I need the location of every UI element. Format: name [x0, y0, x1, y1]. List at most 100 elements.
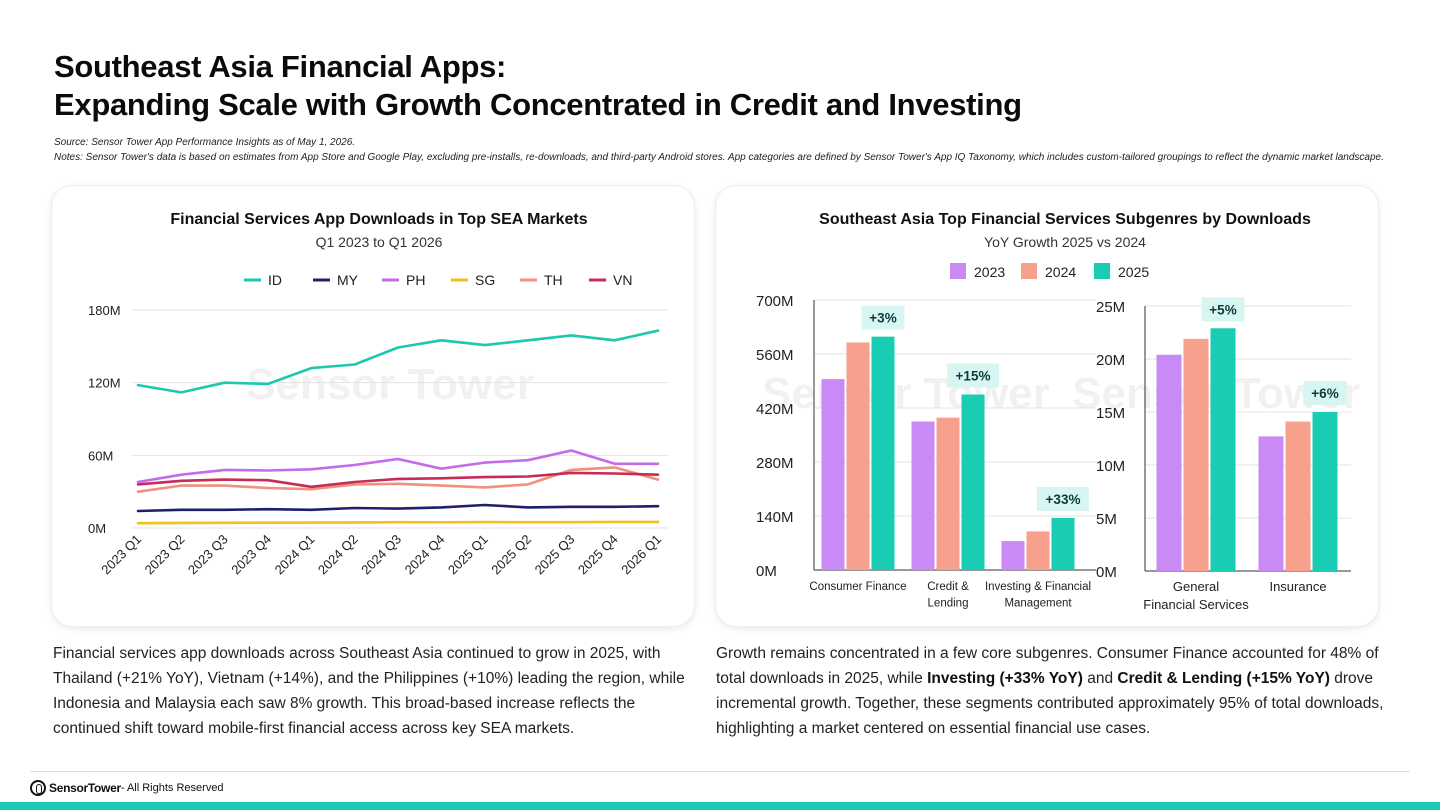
- series-line-id: [136, 329, 660, 394]
- bar-chart-panel: Southeast Asia Top Financial Services Su…: [716, 186, 1378, 626]
- x-tick-label: 2023 Q1: [98, 532, 144, 578]
- y-tick-label: 15M: [1096, 405, 1125, 422]
- y-tick-label: 20M: [1096, 352, 1125, 369]
- right-text-part3: drove incremental growth. Together, thes…: [716, 670, 1384, 737]
- page-title-line1: Southeast Asia Financial Apps:: [54, 49, 507, 84]
- legend-swatch-2024: [1021, 263, 1037, 279]
- legend-label-ph: PH: [406, 272, 425, 288]
- bar-2025: [871, 336, 895, 570]
- page-title-line2: Expanding Scale with Growth Concentrated…: [54, 87, 1022, 122]
- right-text-part2: and: [1082, 670, 1118, 687]
- growth-label: +33%: [1046, 492, 1081, 507]
- x-tick-label: 2024 Q3: [358, 532, 404, 578]
- legend-label-sg: SG: [475, 272, 495, 288]
- line-chart-subtitle: Q1 2023 to Q1 2026: [316, 234, 443, 250]
- category-label: Credit &: [927, 581, 969, 593]
- bar-2024: [1183, 338, 1209, 571]
- series-line-th: [136, 466, 660, 494]
- source-notes: Source: Sensor Tower App Performance Ins…: [54, 135, 1394, 165]
- x-tick-label: 2025 Q4: [575, 532, 621, 578]
- right-text-bold2: Credit & Lending (+15% YoY): [1117, 670, 1330, 687]
- x-tick-label: 2026 Q1: [618, 532, 664, 578]
- category-label: Financial Services: [1143, 597, 1249, 612]
- category-label: Investing & Financial: [985, 581, 1091, 593]
- y-tick-label: 120M: [88, 376, 121, 391]
- line-chart: Financial Services App Downloads in Top …: [88, 211, 668, 578]
- bar-chart-subtitle: YoY Growth 2025 vs 2024: [984, 234, 1146, 250]
- x-tick-label: 2024 Q1: [272, 532, 318, 578]
- bar-2024: [936, 417, 960, 570]
- growth-label: +15%: [956, 369, 991, 384]
- line-chart-panel: Financial Services App Downloads in Top …: [52, 186, 694, 626]
- x-tick-label: 2023 Q3: [185, 532, 231, 578]
- y-tick-label: 10M: [1096, 458, 1125, 475]
- y-tick-label: 140M: [756, 509, 794, 526]
- legend-label-2023: 2023: [974, 264, 1005, 280]
- series-line-sg: [136, 520, 660, 525]
- series-line-vn: [136, 471, 660, 489]
- bar-2023: [1258, 436, 1284, 571]
- bar-chart-title: Southeast Asia Top Financial Services Su…: [819, 211, 1311, 228]
- y-tick-label: 560M: [756, 347, 794, 364]
- x-tick-label: 2025 Q1: [445, 532, 491, 578]
- x-tick-label: 2025 Q3: [532, 532, 578, 578]
- category-label: Lending: [928, 598, 969, 610]
- growth-label: +6%: [1311, 386, 1338, 401]
- category-label: Insurance: [1269, 579, 1326, 594]
- y-tick-label: 5M: [1096, 511, 1117, 528]
- y-tick-label: 0M: [88, 521, 106, 536]
- legend-label-2024: 2024: [1045, 264, 1076, 280]
- legend-label-th: TH: [544, 272, 563, 288]
- growth-badge: [1037, 486, 1089, 511]
- bar-chart: Southeast Asia Top Financial Services Su…: [756, 211, 1360, 612]
- footer-logo: SensorTower - All Rights Reserved: [30, 778, 224, 798]
- legend-swatch-2025: [1094, 263, 1110, 279]
- bottom-accent-bar: [0, 802, 1440, 810]
- notes-text: Notes: Sensor Tower's data is based on e…: [54, 152, 1384, 163]
- right-summary-text: Growth remains concentrated in a few cor…: [716, 641, 1396, 741]
- page-title: Southeast Asia Financial Apps: Expanding…: [54, 48, 1022, 124]
- y-tick-label: 25M: [1096, 299, 1125, 316]
- legend-label-2025: 2025: [1118, 264, 1149, 280]
- line-chart-title: Financial Services App Downloads in Top …: [170, 211, 587, 228]
- y-tick-label: 0M: [756, 563, 777, 580]
- footer-rights: - All Rights Reserved: [120, 782, 224, 794]
- watermark-text: Sensor Tower: [246, 360, 534, 409]
- bar-2024: [846, 342, 870, 570]
- footer-brand: SensorTower: [49, 781, 121, 795]
- bar-2025: [1312, 412, 1338, 571]
- bar-2025: [1051, 517, 1075, 570]
- y-tick-label: 60M: [88, 448, 113, 463]
- legend-swatch-2023: [950, 263, 966, 279]
- growth-badge: [947, 363, 999, 388]
- growth-label: +5%: [1209, 302, 1236, 317]
- right-text-part1: Growth remains concentrated in a few cor…: [716, 645, 1379, 687]
- growth-badge: [1303, 381, 1347, 405]
- growth-label: +3%: [869, 311, 896, 326]
- bar-2024: [1285, 421, 1311, 571]
- growth-badge: [1201, 297, 1245, 322]
- y-tick-label: 0M: [1096, 564, 1117, 581]
- bar-2025: [1210, 328, 1236, 571]
- series-line-ph: [136, 449, 660, 484]
- bar-2023: [1001, 541, 1025, 570]
- series-line-my: [136, 503, 660, 513]
- category-label: General: [1173, 579, 1219, 594]
- x-tick-label: 2023 Q2: [142, 532, 188, 578]
- y-tick-label: 180M: [88, 303, 121, 318]
- bar-2023: [821, 379, 845, 570]
- y-tick-label: 280M: [756, 455, 794, 472]
- category-label: Management: [1004, 598, 1072, 610]
- category-label: Consumer Finance: [809, 581, 906, 593]
- x-tick-label: 2024 Q2: [315, 532, 361, 578]
- footer-divider: [30, 771, 1410, 772]
- growth-badge: [861, 305, 905, 330]
- watermark-text: Sensor Tower: [762, 369, 1050, 418]
- bar-2025: [961, 394, 985, 570]
- legend-label-vn: VN: [613, 272, 632, 288]
- y-tick-label: 700M: [756, 293, 794, 310]
- legend-label-id: ID: [268, 272, 282, 288]
- sensor-tower-logo-icon: [30, 780, 46, 796]
- y-tick-label: 420M: [756, 401, 794, 418]
- x-tick-label: 2024 Q4: [402, 532, 448, 578]
